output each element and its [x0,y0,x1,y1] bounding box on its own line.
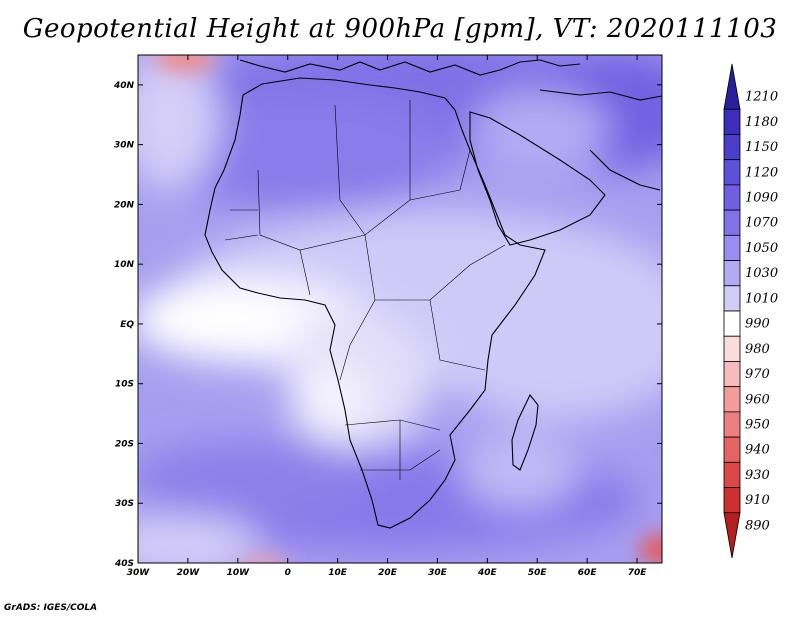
lon-tick-label: 60E [578,568,598,578]
africa-coast [204,77,546,529]
latitude-axis: 40N 30N 20N 10N EQ 10S 20S 30S 40S [113,81,662,569]
lat-tick-label: 30N [114,141,135,151]
lon-tick-label: 50E [528,568,548,578]
colorbar-label: 940 [745,443,770,458]
lat-tick-label: 20N [114,200,135,210]
colorbar-swatch [723,335,741,362]
lon-tick-label: 20E [378,568,398,578]
lon-tick-label: 10W [227,568,251,578]
colorbar-label: 950 [745,418,770,433]
colorbar-label: 1120 [745,165,778,180]
lat-tick-label: 40N [113,81,135,91]
lat-tick-label: 40S [114,559,134,569]
country-borders [224,100,506,480]
lat-tick-label: 20S [115,439,134,449]
colorbar-swatch [723,411,741,438]
colorbar-swatch [723,134,741,161]
colorbar-swatch [723,184,741,211]
lon-tick-label: 10E [328,568,348,578]
colorbar-swatch [723,63,741,110]
map-frame [137,54,663,564]
colorbar-swatch [723,310,741,337]
colorbar-label: 1090 [745,191,778,206]
lon-tick-label: 20W [177,568,201,578]
colorbar-label: 970 [745,367,770,382]
colorbar-label: 980 [745,342,770,357]
asia-coast [539,89,662,101]
lat-tick-label: 10N [114,260,135,270]
colorbar-swatch [723,487,741,514]
colorbar-label: 890 [745,518,770,533]
colorbar-label: 1050 [745,241,778,256]
colorbar-label: 1010 [745,291,778,306]
lon-tick-label: 40E [477,568,498,578]
longitude-axis: 30W 20W 10W 0 10E 20E 30E 40E 50E 60E 70E [127,55,647,578]
colorbar-swatch [723,159,741,186]
colorbar-label: 1150 [745,140,778,155]
colorbar-label: 1070 [745,216,778,231]
colorbar-label: 1210 [745,90,778,105]
map-title: Geopotential Height at 900hPa [gpm], VT:… [22,14,778,44]
colorbar-label: 990 [745,317,770,332]
madagascar-coast [511,393,539,471]
colorbar: 1210 1180 1150 1120 1090 1070 1050 1030 1010 990 9… [723,63,778,559]
colorbar-swatch [723,108,741,135]
grads-credit: GrADS: IGES/COLA [4,603,98,613]
colorbar-swatch [723,260,741,287]
lat-tick-label: EQ [120,320,134,330]
colorbar-label: 930 [745,468,770,483]
europe-coast [239,59,581,76]
colorbar-label: 1180 [745,115,778,130]
colorbar-swatch [723,461,741,488]
colorbar-label: 910 [745,493,770,508]
colorbar-swatch [723,436,741,463]
colorbar-swatch [723,512,741,559]
lon-tick-label: 0 [285,568,291,578]
coastlines [204,59,662,529]
india-coast [589,149,661,191]
colorbar-label: 1030 [745,266,778,281]
colorbar-label: 960 [745,392,770,407]
arabia-coast [469,111,606,246]
lat-tick-label: 30S [115,499,134,509]
lat-tick-label: 10S [115,380,134,390]
contour-field [138,55,662,563]
colorbar-swatch [723,285,741,312]
colorbar-swatch [723,234,741,261]
colorbar-swatch [723,361,741,388]
colorbar-swatch [723,209,741,236]
lon-tick-label: 30W [127,568,151,578]
colorbar-swatch [723,386,741,413]
lon-tick-label: 30E [428,568,448,578]
lon-tick-label: 70E [628,568,648,578]
